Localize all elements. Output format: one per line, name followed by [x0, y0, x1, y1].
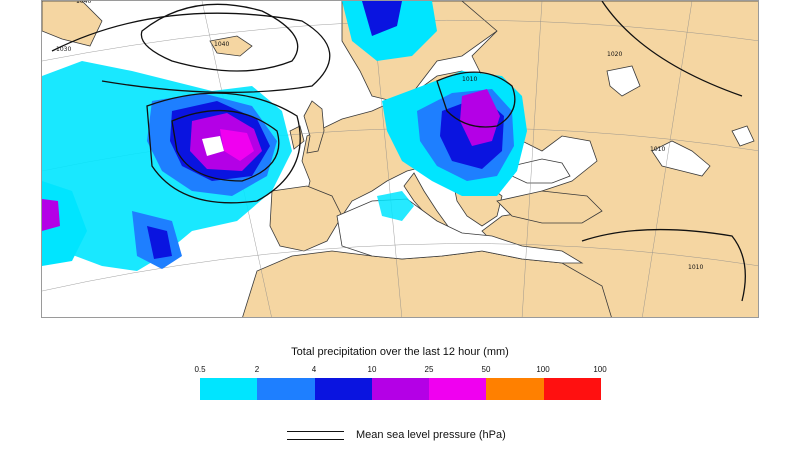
- isobar-label: 1010: [462, 76, 477, 83]
- legend-color-2: [314, 378, 372, 400]
- precip-hole-west: [202, 136, 224, 156]
- legend-tick: 2: [254, 365, 260, 374]
- legend-tick: 50: [481, 365, 491, 374]
- isobar-high-north: [140, 3, 299, 72]
- map-canvas: 1040 1030 1040 1010 1020 1010 1010: [42, 1, 758, 317]
- legend-tick: 10: [367, 365, 377, 374]
- aral-sea: [731, 125, 755, 147]
- legend-color-0: [200, 378, 258, 400]
- caspian-sea: [651, 140, 711, 177]
- legend-tick: 0.5: [194, 365, 206, 374]
- isobar-low-mid: [146, 92, 301, 204]
- legend-tick: 25: [424, 365, 434, 374]
- isobar-label: 1040: [76, 1, 91, 5]
- land-greenland: [42, 1, 103, 47]
- isobar-low-center: [171, 110, 280, 182]
- legend-color-5: [486, 378, 544, 400]
- precip-purple-left: [42, 199, 60, 231]
- isobar-label: 1030: [56, 46, 71, 53]
- precip-purple-sw: [147, 226, 172, 259]
- precip-mag-west: [220, 129, 254, 161]
- precip-legend-title: Total precipitation over the last 12 hou…: [291, 346, 509, 358]
- isobar-label: 1010: [650, 146, 665, 153]
- pressure-legend-label: Mean sea level pressure (hPa): [356, 429, 506, 441]
- isobar-legend-line: [287, 431, 344, 440]
- isobar-label: 1010: [688, 264, 703, 271]
- legend-color-1: [257, 378, 315, 400]
- land-iberia: [269, 185, 343, 252]
- legend-tick: 100: [536, 365, 550, 374]
- black-sea: [511, 158, 571, 184]
- isobar-south-east: [581, 228, 746, 302]
- isobar-east: [436, 71, 516, 128]
- land-britain: [303, 100, 325, 154]
- legend-tick: 4: [311, 365, 317, 374]
- legend-color-3: [371, 378, 429, 400]
- precip-dblue-north: [362, 1, 402, 36]
- precipitation-layer: [42, 1, 527, 271]
- legend-tick: 100: [593, 365, 607, 374]
- isobar-north-outer: [51, 12, 331, 94]
- precip-purple-east: [460, 89, 500, 146]
- legend-color-4: [429, 378, 487, 400]
- legend-color-6: [543, 378, 601, 400]
- precip-cyan-north: [342, 1, 437, 61]
- isobar-label: 1040: [214, 41, 229, 48]
- precip-cyan-med: [377, 191, 414, 221]
- white-sea: [606, 65, 641, 97]
- weather-map: 1040 1030 1040 1010 1020 1010 1010: [41, 0, 759, 318]
- land-iceland: [209, 35, 253, 57]
- isobar-labels: 1040 1030 1040 1010 1020 1010 1010: [56, 1, 703, 271]
- isobar-label: 1020: [607, 51, 622, 58]
- isobar-east-long: [601, 1, 743, 97]
- land-turkey: [496, 190, 603, 224]
- isobars: [51, 1, 746, 302]
